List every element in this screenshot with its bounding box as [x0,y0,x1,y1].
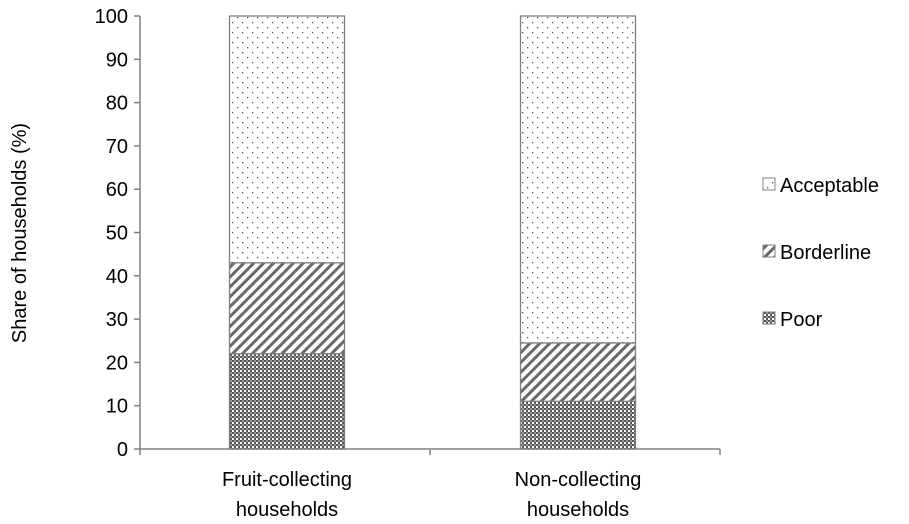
y-tick-label: 50 [106,223,128,245]
y-tick-label: 30 [106,309,128,331]
bar-segment-acceptable [228,15,346,264]
y-tick-label: 60 [106,179,128,201]
bars-layer [228,15,637,450]
bar-segment-poor [519,400,637,450]
category-label: households [236,499,338,521]
y-tick-label: 20 [106,352,128,374]
legend-label: Borderline [780,242,871,264]
legend: Acceptable Borderline Poor [762,175,879,331]
legend-label: Acceptable [780,175,879,197]
category-labels: Fruit-collecting households Non-collecting… [222,469,641,521]
bar-segment-acceptable [519,15,637,344]
legend-item-acceptable: Acceptable [762,175,879,197]
bar-stack [228,15,346,450]
bar-segment-borderline [519,342,637,403]
category-label: Fruit-collecting [222,469,352,491]
category-label: Non-collecting [515,469,642,491]
bar-segment-poor [228,353,346,450]
legend-swatch [762,177,776,191]
y-tick-label: 100 [95,6,128,28]
y-axis-title: Share of households (%) [9,123,31,343]
legend-item-poor: Poor [762,309,823,331]
y-tick-label: 90 [106,49,128,71]
legend-swatch [762,311,776,325]
y-tick-label: 80 [106,93,128,115]
legend-swatch [762,244,776,258]
legend-label: Poor [780,309,823,331]
y-tick-label: 40 [106,266,128,288]
y-tick-label: 0 [117,439,128,461]
category-label: households [527,499,629,521]
y-tick-label: 10 [106,396,128,418]
y-tick-label: 70 [106,136,128,158]
bar-segment-borderline [228,262,346,355]
legend-item-borderline: Borderline [762,242,871,264]
axis-layer: 0 10 20 30 40 50 60 70 80 90 100 [95,6,721,461]
bar-stack [519,15,637,450]
